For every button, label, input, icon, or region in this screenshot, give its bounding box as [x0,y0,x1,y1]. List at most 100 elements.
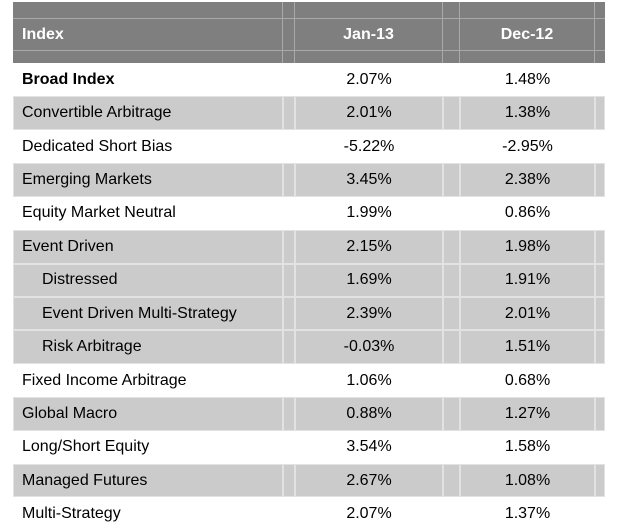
spacer-cell [595,497,605,530]
spacer-cell [283,431,295,464]
row-label: Multi-Strategy [22,505,121,523]
table-row: Multi-Strategy 2.07% 1.37% [13,497,605,530]
spacer-cell [283,163,295,197]
table-row: Fixed Income Arbitrage 1.06% 0.68% [13,364,605,397]
spacer-cell [595,464,605,498]
value-dec12: 0.68% [504,371,551,389]
header-band-cell [460,2,594,18]
row-label: Distressed [13,263,283,297]
spacer-cell [443,330,460,364]
row-label: Event Driven [13,230,283,264]
spacer-cell [595,230,605,264]
spacer-cell [283,364,295,397]
value-dec12: 1.38% [460,96,595,130]
spacer-cell [595,431,605,464]
table-row: Equity Market Neutral 1.99% 0.86% [13,197,605,230]
header-band-cell [13,2,282,18]
value-dec12: -2.95% [502,137,553,155]
table-row: Emerging Markets 3.45% 2.38% [13,163,605,197]
table-row: Dedicated Short Bias -5.22% -2.95% [13,130,605,163]
spacer-cell [595,130,605,163]
header-cell-dec12: Dec-12 [460,19,594,50]
spacer-cell [443,263,460,297]
table-row: Global Macro 0.88% 1.27% [13,397,605,431]
spacer-cell [283,263,295,297]
table-row: Broad Index 2.07% 1.48% [13,63,605,96]
value-jan13: 2.39% [295,296,443,331]
spacer-cell [283,330,295,364]
spacer-cell [443,296,460,331]
header-band-cell [283,51,294,63]
header-spacer [283,19,294,50]
spacer-cell [283,497,295,530]
value-jan13: 1.99% [346,204,392,222]
header-spacer [443,19,459,50]
value-jan13: 2.07% [346,70,392,88]
table-body: Broad Index 2.07% 1.48% Convertible Arbi… [13,63,605,531]
spacer-cell [595,397,605,431]
header-band-cell [295,51,442,63]
table-row: Long/Short Equity 3.54% 1.58% [13,431,605,464]
row-label: Event Driven Multi-Strategy [13,296,283,331]
spacer-cell [443,497,460,530]
value-jan13: 0.88% [295,397,443,431]
header-cell-index: Index [13,19,282,50]
table-row: Event Driven 2.15% 1.98% [13,230,605,264]
spacer-cell [595,163,605,197]
table-header: Index Jan-13 Dec-12 [13,2,605,63]
spacer-cell [443,130,460,163]
value-dec12: 2.01% [460,296,595,331]
header-band-cell [595,51,605,63]
spacer-cell [283,63,295,96]
header-band-cell [283,2,294,18]
value-jan13: -5.22% [343,137,395,155]
row-label: Broad Index [22,70,115,88]
value-dec12: 2.38% [460,163,595,197]
table-row: Risk Arbitrage -0.03% 1.51% [13,330,605,364]
header-band-cell [460,51,594,63]
table-row: Distressed 1.69% 1.91% [13,263,605,297]
value-jan13: 2.15% [295,230,443,264]
spacer-cell [283,197,295,230]
header-band-cell [443,51,459,63]
spacer-cell [443,163,460,197]
value-jan13: 3.45% [295,163,443,197]
spacer-cell [595,96,605,130]
header-cell-jan13: Jan-13 [295,19,442,50]
table-row: Managed Futures 2.67% 1.08% [13,464,605,498]
spacer-cell [283,397,295,431]
spacer-cell [595,364,605,397]
returns-table: Index Jan-13 Dec-12 Broad Index 2.07% 1.… [13,2,605,531]
value-dec12: 1.48% [504,70,551,88]
row-label: Managed Futures [13,464,283,498]
value-jan13: 3.54% [346,438,392,456]
value-dec12: 1.27% [460,397,595,431]
row-label: Dedicated Short Bias [22,137,173,155]
spacer-cell [595,330,605,364]
row-label: Convertible Arbitrage [13,96,283,130]
value-jan13: 2.07% [346,505,392,523]
spacer-cell [443,63,460,96]
spacer-cell [283,230,295,264]
table-row: Event Driven Multi-Strategy 2.39% 2.01% [13,296,605,331]
value-dec12: 0.86% [504,204,551,222]
spacer-cell [443,464,460,498]
row-label: Long/Short Equity [22,438,150,456]
spacer-cell [283,296,295,331]
spacer-cell [595,197,605,230]
row-label: Fixed Income Arbitrage [22,371,187,389]
table-row: Convertible Arbitrage 2.01% 1.38% [13,96,605,130]
value-dec12: 1.91% [460,263,595,297]
value-jan13: 1.69% [295,263,443,297]
value-jan13: -0.03% [295,330,443,364]
header-band-cell [13,51,282,63]
header-band-cell [443,2,459,18]
value-dec12: 1.51% [460,330,595,364]
spacer-cell [443,364,460,397]
spacer-cell [595,263,605,297]
header-spacer [595,19,605,50]
value-dec12: 1.98% [460,230,595,264]
spacer-cell [595,63,605,96]
spacer-cell [283,464,295,498]
spacer-cell [443,397,460,431]
